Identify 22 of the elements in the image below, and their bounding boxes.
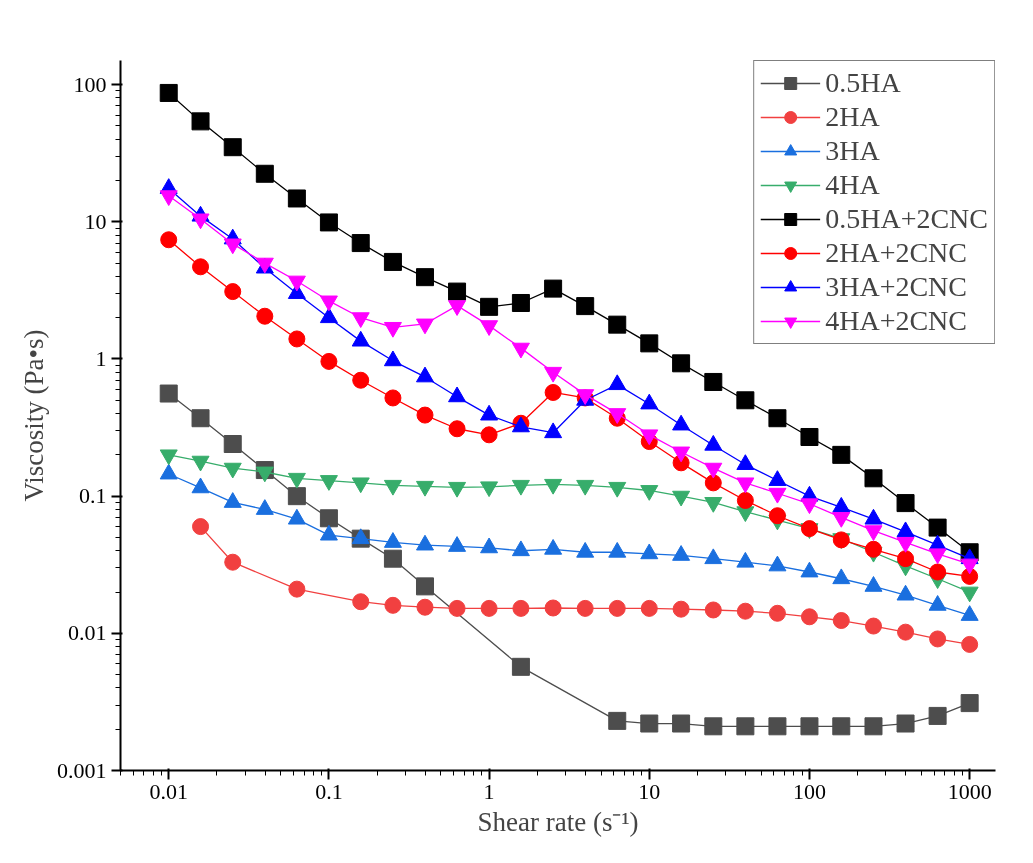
y-tick-label: 0.01 <box>68 620 107 646</box>
legend-label: 4HA+2CNC <box>825 305 967 337</box>
x-tick-label: 0.01 <box>149 778 188 804</box>
y-tick-label: 10 <box>84 208 107 234</box>
y-tick-label: 1 <box>95 345 107 371</box>
legend-label: 2HA+2CNC <box>825 237 967 269</box>
x-tick-label: 1000 <box>947 778 992 804</box>
y-tick-label: 0.1 <box>79 483 107 509</box>
y-tick-label: 100 <box>73 71 107 97</box>
legend-label: 0.5HA+2CNC <box>825 203 988 235</box>
x-tick-label: 100 <box>792 778 826 804</box>
x-tick-label: 10 <box>638 778 661 804</box>
legend-label: 0.5HA <box>825 67 901 99</box>
x-tick-label: 0.1 <box>315 778 343 804</box>
legend-label: 3HA <box>825 135 880 167</box>
legend-label: 3HA+2CNC <box>825 271 967 303</box>
y-axis-title: Viscosity (Pa•s) <box>19 329 49 502</box>
legend-label: 4HA <box>825 169 880 201</box>
x-axis-title: Shear rate (s⁻¹) <box>477 806 639 837</box>
legend-label: 2HA <box>825 101 880 133</box>
x-tick-label: 1 <box>483 778 495 804</box>
y-tick-label: 0.001 <box>57 757 107 783</box>
